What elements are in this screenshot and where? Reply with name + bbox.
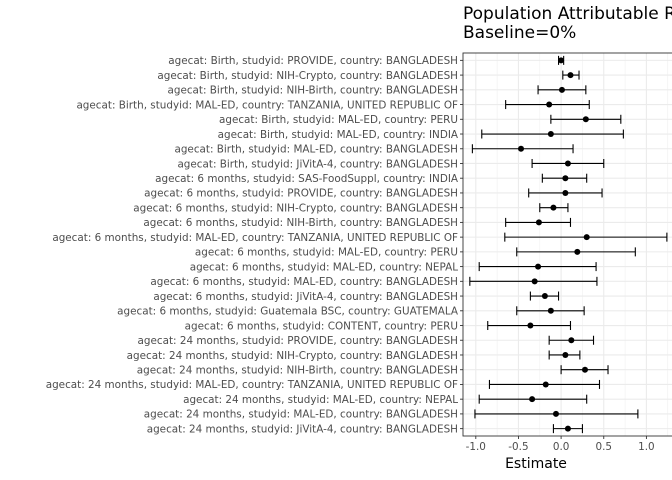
y-tick-label: agecat: 24 months, studyid: MAL-ED, coun… — [46, 379, 458, 391]
x-tick-label: 0.0 — [553, 441, 570, 453]
x-tick-label: 1.0 — [638, 441, 655, 453]
y-tick-label: agecat: 6 months, studyid: NIH-Birth, co… — [143, 217, 458, 229]
y-tick-label: agecat: Birth, studyid: NIH-Birth, count… — [167, 85, 458, 97]
y-axis: agecat: Birth, studyid: PROVIDE, country… — [46, 55, 463, 435]
x-tick-label: 0.5 — [595, 441, 612, 453]
y-tick-label: agecat: Birth, studyid: MAL-ED, country:… — [219, 114, 458, 126]
estimate-point — [581, 366, 588, 373]
y-tick-label: agecat: 24 months, studyid: PROVIDE, cou… — [138, 335, 458, 347]
estimate-point — [547, 307, 554, 314]
y-tick-label: agecat: 6 months, studyid: MAL-ED, count… — [195, 247, 458, 259]
x-tick-label: -1.0 — [466, 441, 486, 453]
y-tick-label: agecat: 6 months, studyid: Guatemala BSC… — [117, 306, 459, 318]
y-tick-label: agecat: 24 months, studyid: MAL-ED, coun… — [183, 394, 458, 406]
estimate-point — [562, 351, 569, 358]
estimate-point — [567, 72, 574, 79]
estimate-point — [574, 248, 581, 255]
estimate-point — [564, 160, 571, 167]
estimate-point — [552, 410, 559, 417]
y-tick-label: agecat: Birth, studyid: JiVitA-4, countr… — [177, 158, 458, 170]
y-tick-label: agecat: 6 months, studyid: SAS-FoodSuppl… — [155, 173, 459, 185]
estimate-point — [558, 86, 565, 93]
chart-subtitle: Baseline=0% — [463, 23, 577, 43]
chart-title: Population Attributable Ris — [463, 4, 672, 24]
y-tick-label: agecat: Birth, studyid: MAL-ED, country:… — [174, 144, 458, 156]
y-tick-label: agecat: Birth, studyid: MAL-ED, country:… — [218, 129, 459, 141]
estimate-point — [562, 175, 569, 182]
y-tick-label: agecat: 24 months, studyid: JiVitA-4, co… — [147, 423, 458, 435]
y-tick-label: agecat: 6 months, studyid: MAL-ED, count… — [150, 276, 458, 288]
estimate-point — [518, 145, 525, 152]
estimate-point — [542, 381, 549, 388]
y-tick-label: agecat: 24 months, studyid: MAL-ED, coun… — [144, 409, 458, 421]
estimate-point — [562, 189, 569, 196]
y-tick-label: agecat: Birth, studyid: NIH-Crypto, coun… — [157, 70, 458, 82]
plot-panel — [463, 53, 672, 436]
x-axis: -1.0 -0.5 0.0 0.5 1.0 — [466, 436, 655, 453]
estimate-point — [583, 234, 590, 241]
estimate-point — [531, 278, 538, 285]
estimate-point — [529, 396, 536, 403]
estimate-point — [582, 116, 589, 123]
estimate-point — [527, 322, 534, 329]
y-tick-label: agecat: 24 months, studyid: NIH-Birth, c… — [137, 365, 458, 377]
estimate-point — [541, 293, 548, 300]
estimate-point — [564, 425, 571, 432]
estimate-point — [546, 101, 553, 108]
estimate-point — [568, 337, 575, 344]
plot-border — [462, 52, 672, 437]
y-tick-label: agecat: 6 months, studyid: MAL-ED, count… — [190, 261, 459, 273]
estimate-point — [550, 204, 557, 211]
y-tick-label: agecat: 6 months, studyid: MAL-ED, count… — [52, 232, 458, 244]
estimate-point — [558, 57, 565, 64]
y-tick-label: agecat: 6 months, studyid: JiVitA-4, cou… — [153, 291, 458, 303]
y-tick-label: agecat: Birth, studyid: PROVIDE, country… — [168, 55, 458, 67]
y-tick-label: agecat: Birth, studyid: MAL-ED, country:… — [76, 99, 458, 111]
y-tick-label: agecat: 6 months, studyid: CONTENT, coun… — [185, 320, 458, 332]
y-tick-label: agecat: 6 months, studyid: PROVIDE, coun… — [144, 188, 458, 200]
x-tick-label: -0.5 — [508, 441, 528, 453]
estimate-point — [535, 263, 542, 270]
x-axis-title: Estimate — [505, 456, 567, 472]
estimates — [469, 55, 668, 434]
estimate-point — [547, 131, 554, 138]
y-tick-label: agecat: 24 months, studyid: NIH-Crypto, … — [127, 350, 458, 362]
estimate-point — [535, 219, 542, 226]
y-tick-label: agecat: 6 months, studyid: NIH-Crypto, c… — [133, 202, 458, 214]
